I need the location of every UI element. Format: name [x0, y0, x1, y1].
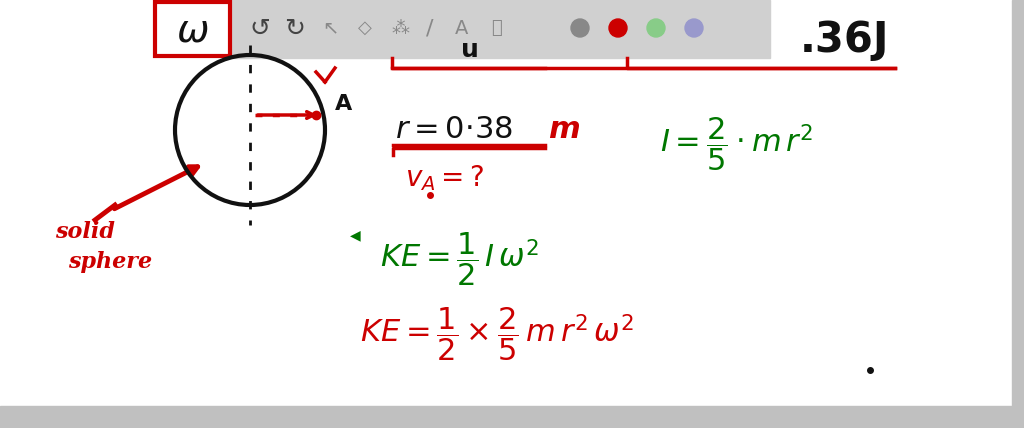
Text: $\mathit{I} = \dfrac{2}{5} \cdot m\,r^2$: $\mathit{I} = \dfrac{2}{5} \cdot m\,r^2$	[660, 115, 813, 172]
Text: ↻: ↻	[285, 17, 305, 41]
Text: solid: solid	[55, 221, 115, 243]
Text: ◇: ◇	[358, 19, 372, 37]
Text: $v_A = ?$: $v_A = ?$	[406, 163, 484, 193]
Text: u: u	[461, 38, 479, 62]
Text: $\mathit{KE} = \dfrac{1}{2} \times \dfrac{2}{5}\,m\,r^2\,\omega^2$: $\mathit{KE} = \dfrac{1}{2} \times \dfra…	[360, 305, 634, 363]
Text: ↺: ↺	[250, 17, 270, 41]
Bar	[1012, 0, 1024, 428]
Circle shape	[571, 19, 589, 37]
Bar	[0, 406, 1024, 428]
Text: A: A	[456, 18, 469, 38]
Text: ◀: ◀	[349, 228, 360, 242]
Text: /: /	[426, 18, 434, 38]
Text: A: A	[335, 94, 352, 114]
Text: sphere: sphere	[68, 251, 153, 273]
Text: $\omega$: $\omega$	[176, 12, 209, 50]
Circle shape	[609, 19, 627, 37]
Circle shape	[685, 19, 703, 37]
Text: $r = 0{\cdot}38$: $r = 0{\cdot}38$	[395, 115, 513, 144]
Circle shape	[647, 19, 665, 37]
Text: $\mathit{KE} = \dfrac{1}{2}\,\mathit{I}\,\omega^2$: $\mathit{KE} = \dfrac{1}{2}\,\mathit{I}\…	[380, 230, 540, 288]
Text: ⁂: ⁂	[391, 19, 409, 37]
Bar	[155, 2, 230, 56]
Text: ⬛: ⬛	[492, 19, 503, 37]
Text: m: m	[548, 115, 580, 144]
Text: .36J: .36J	[800, 19, 890, 61]
Bar	[228, 0, 770, 58]
Text: ↖: ↖	[322, 18, 338, 38]
